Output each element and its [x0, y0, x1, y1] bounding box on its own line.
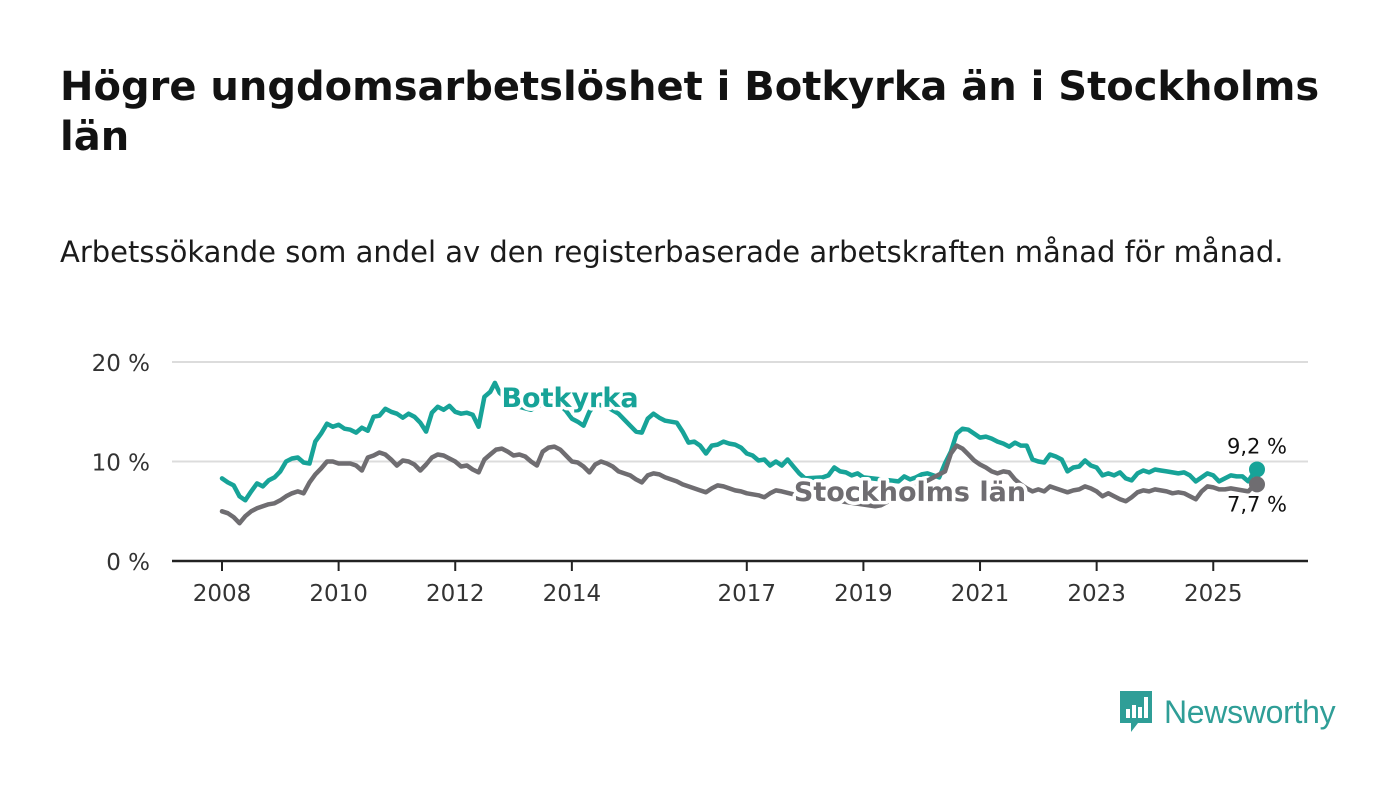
newsworthy-logo-icon	[1120, 691, 1152, 732]
series-lines	[219, 380, 1265, 526]
x-axis: 2008 2010 2012 2014 2017 2019 2021 2023 2025	[172, 559, 1308, 607]
brand-logo: Newsworthy	[1118, 690, 1336, 734]
x-tick-label: 2025	[1184, 581, 1243, 607]
x-tick-label: 2019	[834, 581, 893, 607]
x-tick-label: 2010	[309, 581, 368, 607]
series-label: Botkyrka	[501, 383, 638, 414]
x-tick-label: 2012	[426, 581, 485, 607]
brand-name: Newsworthy	[1164, 693, 1336, 730]
chart-subtitle: Arbetssökande som andel av den registerb…	[60, 235, 1284, 269]
y-tick-label: 20 %	[92, 351, 150, 377]
series-labels: Botkyrka Stockholms län 9,2 % 7,7 %	[498, 380, 1290, 519]
y-axis: 0 % 10 % 20 %	[92, 351, 150, 576]
y-tick-label: 10 %	[92, 451, 150, 477]
grid-lines	[172, 361, 1308, 463]
x-tick-label: 2023	[1067, 581, 1126, 607]
series-line-stockholms-lan	[219, 443, 1260, 526]
y-tick-label: 0 %	[106, 550, 150, 576]
series-end-marker	[1249, 476, 1265, 493]
data-label: 7,7 %	[1227, 492, 1287, 516]
chart-title: Högre ungdomsarbetslöshet i Botkyrka än …	[60, 64, 1320, 160]
line-chart: 0 % 10 % 20 % 2008 2010 2012 2014 2017 2019 2021…	[92, 351, 1308, 607]
x-tick-label: 2021	[951, 581, 1010, 607]
x-tick-label: 2017	[718, 581, 777, 607]
x-tick-label: 2014	[543, 581, 602, 607]
data-label: 9,2 %	[1227, 434, 1287, 458]
series-end-marker	[1249, 461, 1265, 478]
series-line-botkyrka	[219, 380, 1260, 503]
x-tick-label: 2008	[193, 581, 252, 607]
series-label: Stockholms län	[794, 477, 1026, 508]
